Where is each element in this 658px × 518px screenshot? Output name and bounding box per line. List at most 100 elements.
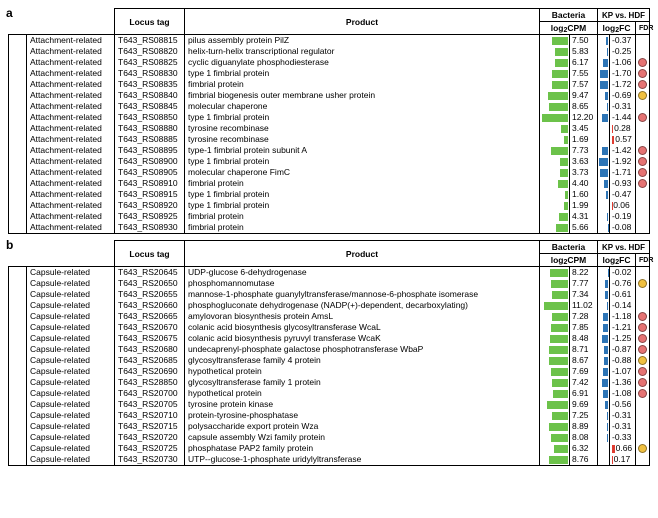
category: Attachment-related	[27, 79, 115, 90]
locus-tag: T643_RS08880	[115, 123, 185, 134]
category: Capsule-related	[27, 300, 115, 311]
locus-tag: T643_RS08900	[115, 156, 185, 167]
panel-b: bLocus tagProductBacteriaKP vs. HDFlog2C…	[8, 240, 650, 466]
hdr-fc: log2FC	[597, 22, 635, 35]
fc-bar	[597, 267, 609, 279]
cpm-bar	[539, 432, 569, 443]
cpm-bar	[539, 366, 569, 377]
cpm-value: 1.60	[569, 189, 597, 200]
fc-value: -0.69	[609, 90, 635, 101]
fc-value: -0.47	[609, 189, 635, 200]
fdr-dot	[635, 289, 649, 300]
table-row: Capsule-relatedT643_RS20650phosphomannom…	[9, 278, 650, 289]
cpm-bar	[539, 123, 569, 134]
locus-tag: T643_RS20725	[115, 443, 185, 454]
locus-tag: T643_RS08830	[115, 68, 185, 79]
category: Capsule-related	[27, 421, 115, 432]
table-row: Capsule-relatedT643_RS20670colanic acid …	[9, 322, 650, 333]
fdr-dot	[635, 134, 649, 145]
cpm-value: 8.71	[569, 344, 597, 355]
table-row: Capsule-relatedT643_RS20720capsule assem…	[9, 432, 650, 443]
fc-value: -0.33	[609, 432, 635, 443]
category: Attachment-related	[27, 57, 115, 68]
table-row: Attachment-relatedT643_RS08820helix-turn…	[9, 46, 650, 57]
fc-bar	[597, 112, 609, 123]
cpm-value: 7.28	[569, 311, 597, 322]
product: undecaprenyl-phosphate galactose phospho…	[185, 344, 540, 355]
cpm-value: 7.42	[569, 377, 597, 388]
fdr-dot	[635, 421, 649, 432]
cpm-value: 7.85	[569, 322, 597, 333]
fdr-dot	[635, 355, 649, 366]
category: Capsule-related	[27, 311, 115, 322]
fdr-dot	[635, 68, 649, 79]
cpm-bar	[539, 90, 569, 101]
product: fimbrial protein	[185, 222, 540, 234]
locus-tag: T643_RS20720	[115, 432, 185, 443]
hdr-cpm: log2CPM	[539, 254, 597, 267]
fc-value: 0.57	[609, 134, 635, 145]
table-row: Capsule-relatedT643_RS20725phosphatase P…	[9, 443, 650, 454]
fc-bar	[597, 79, 609, 90]
fdr-dot	[635, 112, 649, 123]
locus-tag: T643_RS20700	[115, 388, 185, 399]
panel-label: a	[6, 6, 13, 20]
table-row: Attachment-relatedT643_RS08885tyrosine r…	[9, 134, 650, 145]
category: Capsule-related	[27, 366, 115, 377]
locus-tag: T643_RS08925	[115, 211, 185, 222]
table-row: Attachment-relatedT643_RS08845molecular …	[9, 101, 650, 112]
fc-value: -0.19	[609, 211, 635, 222]
fc-value: -0.93	[609, 178, 635, 189]
fc-bar	[597, 57, 609, 68]
fc-bar	[597, 432, 609, 443]
fdr-dot	[635, 79, 649, 90]
locus-tag: T643_RS20705	[115, 399, 185, 410]
cpm-value: 8.48	[569, 333, 597, 344]
cpm-value: 5.66	[569, 222, 597, 234]
cpm-bar	[539, 388, 569, 399]
product: fimbrial protein	[185, 79, 540, 90]
product: type 1 fimbrial protein	[185, 200, 540, 211]
table-row: Capsule-relatedT643_RS20705tyrosine prot…	[9, 399, 650, 410]
product: phosphomannomutase	[185, 278, 540, 289]
fdr-dot	[635, 35, 649, 47]
category: Attachment-related	[27, 222, 115, 234]
product: capsule assembly Wzi family protein	[185, 432, 540, 443]
category: Attachment-related	[27, 134, 115, 145]
fdr-dot	[635, 278, 649, 289]
fc-value: -0.02	[609, 267, 635, 279]
fc-value: -1.44	[609, 112, 635, 123]
fc-value: 0.66	[609, 443, 635, 454]
table-row: Attachment-relatedT643_RS08840fimbrial b…	[9, 90, 650, 101]
category: Attachment-related	[27, 90, 115, 101]
fc-value: -0.76	[609, 278, 635, 289]
fc-bar	[597, 344, 609, 355]
fdr-dot	[635, 200, 649, 211]
cpm-bar	[539, 300, 569, 311]
cpm-bar	[539, 377, 569, 388]
hdr-fdr: FDR	[635, 254, 649, 267]
fdr-dot	[635, 178, 649, 189]
product: pilus assembly protein PilZ	[185, 35, 540, 47]
cpm-bar	[539, 167, 569, 178]
product: hypothetical protein	[185, 366, 540, 377]
fc-value: -0.31	[609, 410, 635, 421]
locus-tag: T643_RS08820	[115, 46, 185, 57]
fc-value: -0.37	[609, 35, 635, 47]
cpm-bar	[539, 344, 569, 355]
fdr-dot	[635, 399, 649, 410]
hdr-fc: log2FC	[597, 254, 635, 267]
product: polysaccharide export protein Wza	[185, 421, 540, 432]
fc-value: -1.72	[609, 79, 635, 90]
cpm-value: 8.65	[569, 101, 597, 112]
cpm-bar	[539, 145, 569, 156]
category: Attachment-related	[27, 123, 115, 134]
fc-value: -1.70	[609, 68, 635, 79]
fdr-dot	[635, 211, 649, 222]
hdr-fdr: FDR	[635, 22, 649, 35]
hdr-locus: Locus tag	[115, 241, 185, 267]
locus-tag: T643_RS20665	[115, 311, 185, 322]
cpm-bar	[539, 399, 569, 410]
fdr-dot	[635, 189, 649, 200]
table-row: Attachment-relatedT643_RS08905molecular …	[9, 167, 650, 178]
